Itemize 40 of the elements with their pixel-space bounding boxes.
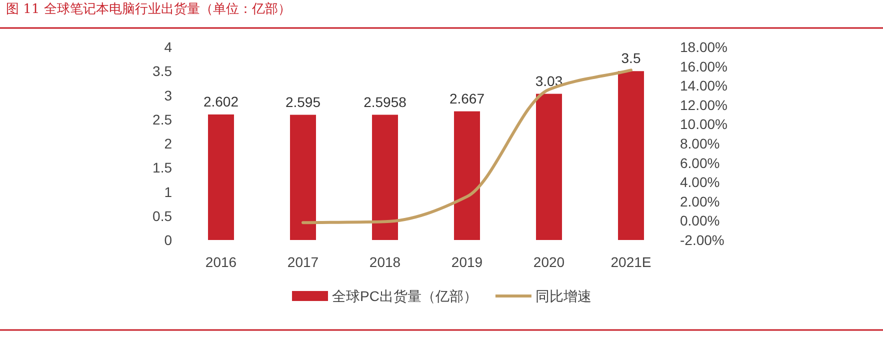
y2-tick-label: 12.00% bbox=[680, 96, 728, 113]
data-label: 3.5 bbox=[621, 50, 641, 66]
bar bbox=[618, 71, 644, 240]
y-tick-label: 1 bbox=[164, 184, 172, 200]
x-tick-label: 2020 bbox=[533, 254, 565, 270]
y2-tick-label: 16.00% bbox=[680, 58, 728, 74]
y2-tick-label: 10.00% bbox=[680, 116, 728, 132]
x-tick-label: 2021E bbox=[610, 254, 652, 270]
data-label: 2.595 bbox=[285, 94, 321, 110]
y-tick-label: 0.5 bbox=[152, 208, 172, 224]
x-tick-label: 2018 bbox=[369, 254, 401, 270]
bar bbox=[372, 114, 398, 240]
data-label: 2.5958 bbox=[364, 94, 407, 110]
y-tick-label: 4 bbox=[164, 39, 172, 55]
y2-tick-label: 8.00% bbox=[680, 136, 720, 152]
title: 图 11 全球笔记本电脑行业出货量（单位：亿部） bbox=[6, 2, 291, 17]
y2-tick-label: 18.00% bbox=[680, 39, 728, 55]
bar bbox=[290, 114, 316, 240]
x-tick-label: 2017 bbox=[287, 254, 319, 270]
y2-tick-label: 4.00% bbox=[680, 174, 720, 190]
y2-tick-label: 6.00% bbox=[680, 154, 720, 171]
legend-label: 同比增速 bbox=[535, 288, 592, 304]
y2-tick-label: 2.00% bbox=[680, 193, 720, 210]
y2-tick-label: -2.00% bbox=[680, 232, 724, 248]
bar bbox=[454, 111, 480, 240]
y2-tick-label: 14.00% bbox=[680, 78, 728, 94]
y-tick-label: 3 bbox=[164, 87, 172, 104]
x-tick-label: 2016 bbox=[205, 254, 237, 270]
y2-tick-label: 0.00% bbox=[680, 212, 720, 229]
data-label: 2.602 bbox=[203, 93, 239, 110]
y-tick-label: 2.5 bbox=[152, 111, 172, 128]
data-label: 2.667 bbox=[449, 90, 485, 106]
y-tick-label: 3.5 bbox=[152, 63, 172, 80]
bar bbox=[536, 94, 562, 240]
bar bbox=[208, 114, 234, 240]
y-tick-label: 1.5 bbox=[152, 160, 172, 176]
x-tick-label: 2019 bbox=[451, 254, 483, 270]
legend-label: 全球PC出货量（亿部） bbox=[332, 288, 478, 304]
y-tick-label: 2 bbox=[164, 136, 172, 152]
y-tick-label: 0 bbox=[164, 232, 172, 248]
